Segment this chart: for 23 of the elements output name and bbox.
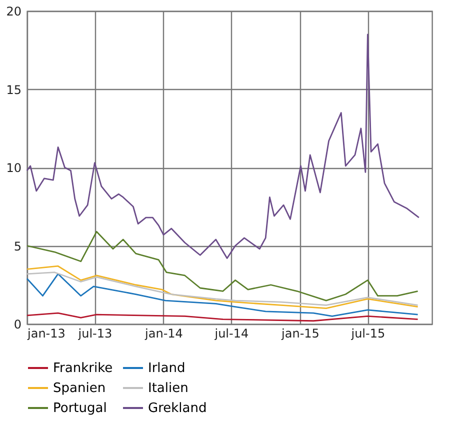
line-series: [26, 265, 418, 310]
x-tick-label: jul-15: [350, 326, 386, 340]
y-tick-label: 10: [6, 161, 22, 175]
y-tick-label: 0: [14, 318, 22, 332]
y-tick-label: 5: [14, 239, 22, 254]
legend-label: Portugal: [53, 401, 107, 416]
line-series: [26, 312, 418, 322]
legend-label: Irland: [148, 361, 186, 376]
x-tick-label: jan-14: [144, 326, 183, 340]
x-tick-label: jul-13: [77, 326, 112, 340]
x-tick-label: jan-15: [280, 326, 320, 340]
legend-label: Italien: [148, 381, 188, 396]
line-series: [26, 34, 420, 259]
legend-label: Spanien: [53, 381, 106, 396]
legend-label: Frankrike: [53, 361, 113, 376]
legend-label: Grekland: [148, 401, 207, 416]
x-tick-label: jul-14: [214, 326, 249, 340]
line-series: [26, 272, 418, 306]
line-series: [26, 273, 418, 317]
line-series: [26, 230, 418, 302]
y-tick-label: 20: [6, 4, 22, 18]
y-tick-label: 15: [6, 82, 22, 97]
x-tick-label: jan-13: [26, 326, 66, 340]
